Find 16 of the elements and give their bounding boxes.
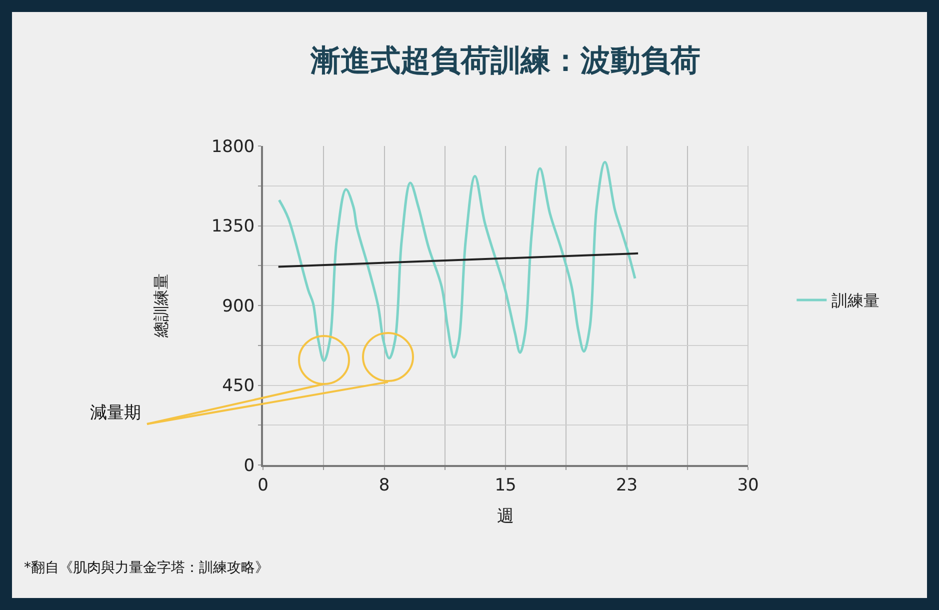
x-tick-label: 8 — [378, 475, 390, 496]
x-tick-label: 23 — [616, 475, 638, 496]
x-axis-title: 週 — [497, 506, 514, 526]
y-tick-label: 0 — [244, 456, 255, 476]
x-tick-label: 15 — [494, 475, 516, 496]
y-tick-label: 1800 — [211, 136, 255, 157]
chart-title: 漸進式超負荷訓練：波動負荷 — [310, 44, 700, 78]
text: *翻自《肌肉與力量金字塔：訓練攻略》 — [24, 560, 269, 576]
y-axis-title: 總訓練量 — [152, 274, 171, 338]
y-tick-label: 1350 — [211, 216, 255, 237]
x-tick-label: 0 — [258, 475, 268, 496]
y-tick-label: 450 — [222, 376, 255, 396]
legend-label: 訓練量 — [832, 291, 880, 310]
text: 減量期 — [90, 403, 141, 423]
y-tick-label: 900 — [222, 296, 255, 316]
x-tick-label: 30 — [737, 475, 759, 496]
